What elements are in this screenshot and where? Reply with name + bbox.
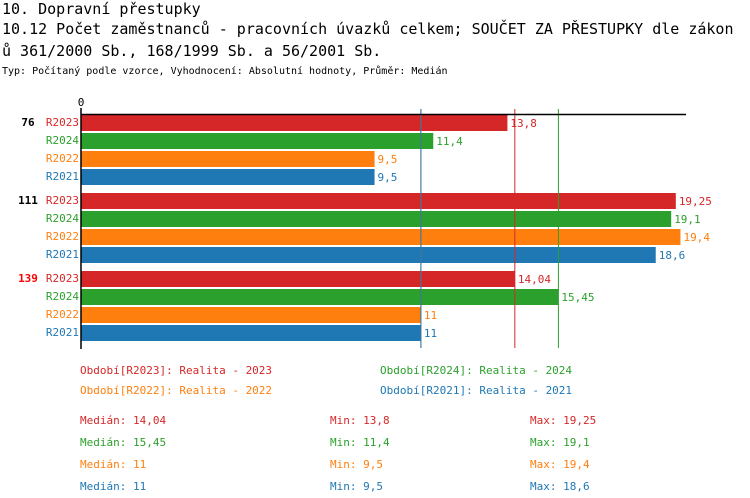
data-label: 15,45: [561, 291, 594, 304]
stat-min: Min: 9,5: [330, 480, 383, 493]
x-tick-label: 0: [78, 96, 85, 109]
bar: [81, 271, 515, 287]
series-label: R2023: [46, 194, 79, 207]
stat-max: Max: 18,6: [530, 480, 590, 493]
category-label: 76: [21, 116, 35, 129]
stat-min: Min: 11,4: [330, 436, 390, 449]
series-label: R2023: [46, 116, 79, 129]
data-label: 19,25: [679, 195, 712, 208]
series-label: R2021: [46, 248, 79, 261]
stat-median: Medián: 11: [80, 458, 146, 471]
stat-max: Max: 19,25: [530, 414, 596, 427]
legend-item: Období[R2022]: Realita - 2022: [80, 384, 272, 397]
data-label: 18,6: [659, 249, 686, 262]
series-label: R2022: [46, 308, 79, 321]
bar: [81, 307, 421, 323]
legend-item: Období[R2024]: Realita - 2024: [380, 364, 572, 377]
series-label: R2021: [46, 326, 79, 339]
legend-item: Období[R2021]: Realita - 2021: [380, 384, 572, 397]
stat-median: Medián: 11: [80, 480, 146, 493]
bar: [81, 151, 375, 167]
series-label: R2024: [46, 290, 79, 303]
chart-info: Typ: Počítaný podle vzorce, Vyhodnocení:…: [2, 66, 448, 77]
bar: [81, 289, 559, 305]
page-title: 10. Dopravní přestupky: [2, 0, 201, 18]
category-label: 139: [18, 272, 38, 285]
stat-median: Medián: 15,45: [80, 436, 166, 449]
stat-min: Min: 9,5: [330, 458, 383, 471]
category-label: 111: [18, 194, 38, 207]
series-label: R2022: [46, 230, 79, 243]
series-label: R2024: [46, 212, 79, 225]
data-label: 19,4: [683, 231, 710, 244]
bar: [81, 193, 676, 209]
chart-subtitle-line1: 10.12 Počet zaměstnanců - pracovních úva…: [2, 20, 734, 38]
bar: [81, 211, 672, 227]
data-label: 11: [424, 309, 437, 322]
bar: [81, 325, 421, 341]
series-label: R2023: [46, 272, 79, 285]
series-label: R2024: [46, 134, 79, 147]
data-label: 14,04: [518, 273, 551, 286]
legend-item: Období[R2023]: Realita - 2023: [80, 364, 272, 377]
chart-subtitle-line2: ů 361/2000 Sb., 168/1999 Sb. a 56/2001 S…: [2, 42, 382, 60]
data-label: 19,1: [674, 213, 701, 226]
bar: [81, 115, 508, 131]
stat-max: Max: 19,4: [530, 458, 590, 471]
stat-median: Medián: 14,04: [80, 414, 166, 427]
data-label: 13,8: [510, 117, 537, 130]
data-label: 9,5: [378, 153, 398, 166]
data-label: 11,4: [436, 135, 463, 148]
series-label: R2022: [46, 152, 79, 165]
stat-min: Min: 13,8: [330, 414, 390, 427]
data-label: 9,5: [378, 171, 398, 184]
bar: [81, 133, 434, 149]
data-label: 11: [424, 327, 437, 340]
bar: [81, 169, 375, 185]
bar: [81, 247, 656, 263]
stat-max: Max: 19,1: [530, 436, 590, 449]
bar: [81, 229, 681, 245]
series-label: R2021: [46, 170, 79, 183]
